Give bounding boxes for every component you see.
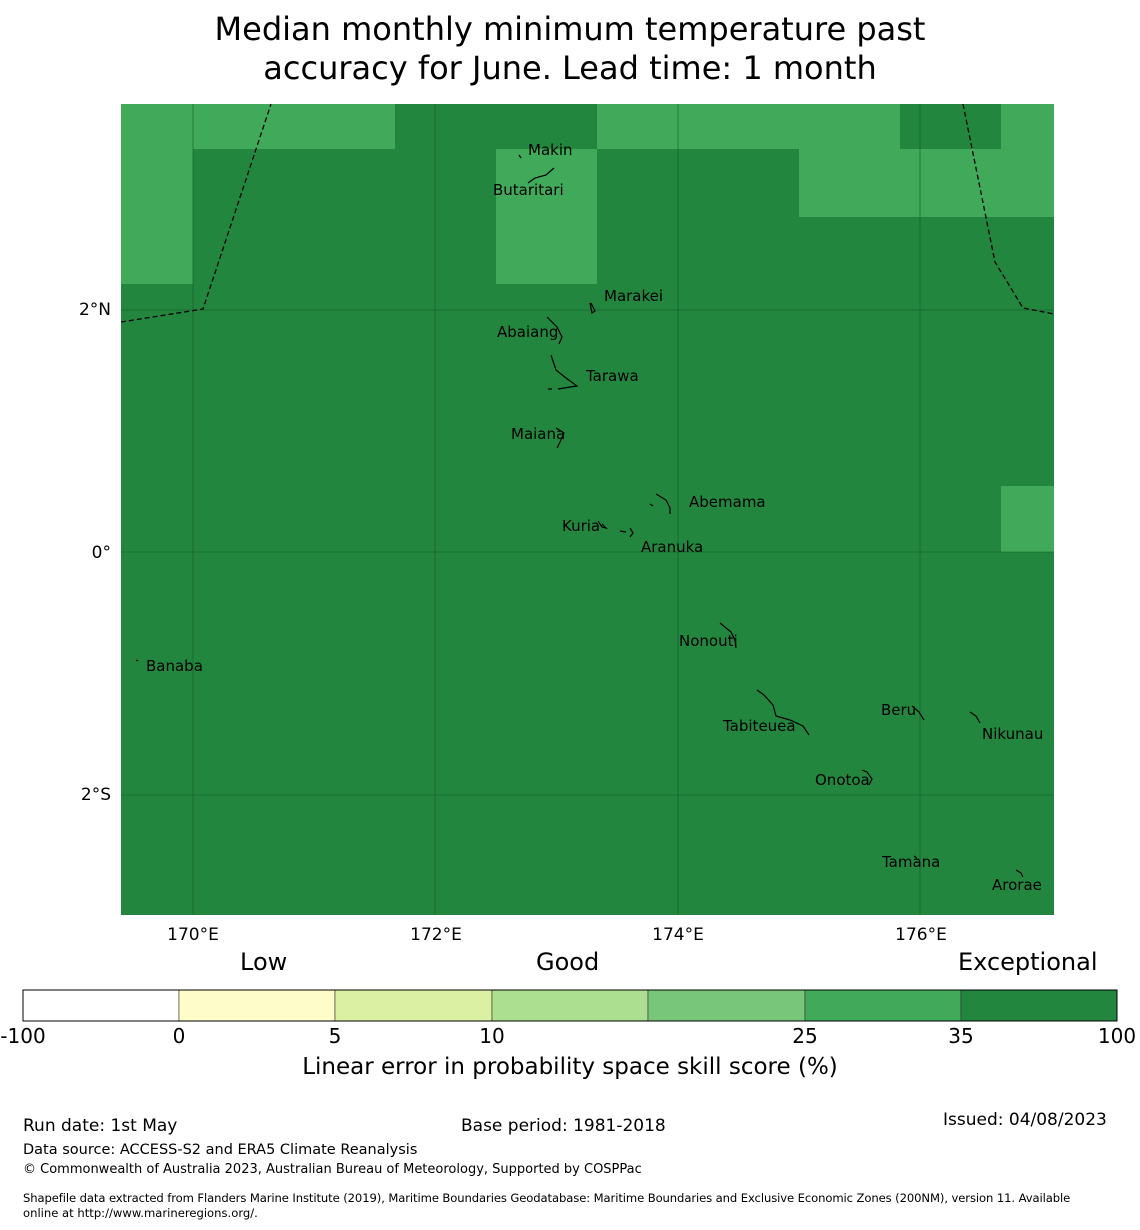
island-banaba: [135, 659, 139, 662]
grid-cell: [121, 104, 193, 284]
colorbar-tick: 0: [172, 1024, 186, 1048]
colorbar-segment: [178, 989, 336, 1022]
title-line-1: Median monthly minimum temperature past: [214, 10, 926, 48]
colorbar: [22, 989, 1118, 1022]
graticule: [121, 104, 1054, 915]
place-label-nonouti: Nonouti: [679, 632, 738, 650]
colorbar-category-good: Good: [536, 948, 600, 976]
colorbar-segment: [804, 989, 962, 1022]
colorbar-segment: [960, 989, 1118, 1022]
lon-tick-172e: 172°E: [410, 925, 462, 945]
island-nonouti: [719, 622, 737, 649]
island-butaritari: [527, 167, 555, 184]
place-label-butaritari: Butaritari: [493, 181, 564, 199]
place-label-tamana: Tamana: [881, 853, 940, 871]
colorbar-category-low: Low: [240, 948, 288, 976]
island-nikunau: [969, 711, 981, 724]
island-kuria: [597, 520, 608, 530]
island-maiana: [555, 427, 565, 449]
place-label-arorae: Arorae: [992, 876, 1042, 894]
island-beru: [911, 705, 925, 721]
place-label-tarawa: Tarawa: [585, 367, 639, 385]
place-label-marakei: Marakei: [604, 287, 663, 305]
island-tabiteuea: [756, 689, 810, 736]
colorbar-tick: 100: [1097, 1024, 1137, 1048]
shapefile-credit-line-2: online at http://www.marineregions.org/.: [23, 1206, 258, 1220]
place-label-abemama: Abemama: [689, 493, 766, 511]
lon-tick-170e: 170°E: [167, 925, 219, 945]
lon-tick-176e: 176°E: [895, 925, 947, 945]
colorbar-tick: -100: [0, 1024, 46, 1048]
island-tarawa: [548, 354, 579, 390]
run-date: Run date: 1st May: [23, 1116, 178, 1136]
place-label-maiana: Maiana: [511, 425, 565, 443]
grid-cell: [1001, 486, 1054, 552]
island-makin: [518, 154, 522, 159]
colorbar-label: Linear error in probability space skill …: [302, 1054, 838, 1080]
place-label-nikunau: Nikunau: [982, 725, 1043, 743]
colorbar-segment: [647, 989, 806, 1022]
island-tamana: [913, 855, 918, 859]
place-label-makin: Makin: [528, 141, 573, 159]
island-onotoa: [861, 769, 873, 786]
colorbar-segment: [491, 989, 649, 1022]
place-labels: Makin Butaritari Marakei Abaiang Tarawa …: [146, 141, 1043, 894]
colorbar-tick: 25: [792, 1024, 818, 1048]
colorbar-segment: [22, 989, 180, 1022]
shapefile-credit-line-1: Shapefile data extracted from Flanders M…: [23, 1191, 1071, 1205]
data-source: Data source: ACCESS-S2 and ERA5 Climate …: [23, 1142, 418, 1158]
grid-cell: [799, 149, 1054, 217]
colorbar-tick: 35: [948, 1024, 974, 1048]
place-label-onotoa: Onotoa: [815, 771, 870, 789]
place-label-banaba: Banaba: [146, 657, 203, 675]
island-marakei: [589, 302, 596, 314]
grid-cell: [1001, 104, 1054, 149]
lat-tick-labels: 2°N 0° 2°S: [79, 300, 111, 805]
island-aranuka: [619, 527, 634, 538]
place-label-aranuka: Aranuka: [641, 538, 703, 556]
colorbar-tick: 10: [479, 1024, 505, 1048]
title-line-2: accuracy for June. Lead time: 1 month: [263, 49, 877, 87]
island-arorae: [1015, 869, 1024, 878]
copyright: © Commonwealth of Australia 2023, Austra…: [23, 1162, 642, 1177]
base-period: Base period: 1981-2018: [461, 1116, 666, 1136]
grid-cell: [496, 149, 597, 284]
island-outlines: [135, 154, 1024, 878]
colorbar-segment: [334, 989, 493, 1022]
eez-boundary-east: [962, 103, 1055, 315]
place-label-tabiteuea: Tabiteuea: [722, 717, 796, 735]
island-abemama: [649, 493, 671, 514]
skill-grid: [121, 104, 1054, 915]
eez-boundaries: [120, 103, 1055, 323]
island-abaiang: [546, 316, 563, 345]
issued-date: Issued: 04/08/2023: [943, 1110, 1107, 1130]
grid-cell: [193, 104, 395, 149]
place-label-abaiang: Abaiang: [497, 323, 558, 341]
place-label-kuria: Kuria: [562, 517, 600, 535]
lat-tick-2s: 2°S: [81, 785, 111, 805]
colorbar-frame: [22, 989, 1118, 1022]
lat-tick-2n: 2°N: [79, 300, 111, 320]
colorbar-category-exceptional: Exceptional: [958, 948, 1098, 976]
grid-cell: [597, 104, 900, 149]
lat-tick-0: 0°: [92, 543, 111, 563]
place-label-beru: Beru: [881, 701, 916, 719]
colorbar-tick: 5: [328, 1024, 342, 1048]
lon-tick-174e: 174°E: [652, 925, 704, 945]
eez-boundary-west: [120, 103, 272, 323]
lon-tick-labels: 170°E 172°E 174°E 176°E: [167, 925, 947, 945]
chart-title: Median monthly minimum temperature past …: [0, 10, 1140, 88]
